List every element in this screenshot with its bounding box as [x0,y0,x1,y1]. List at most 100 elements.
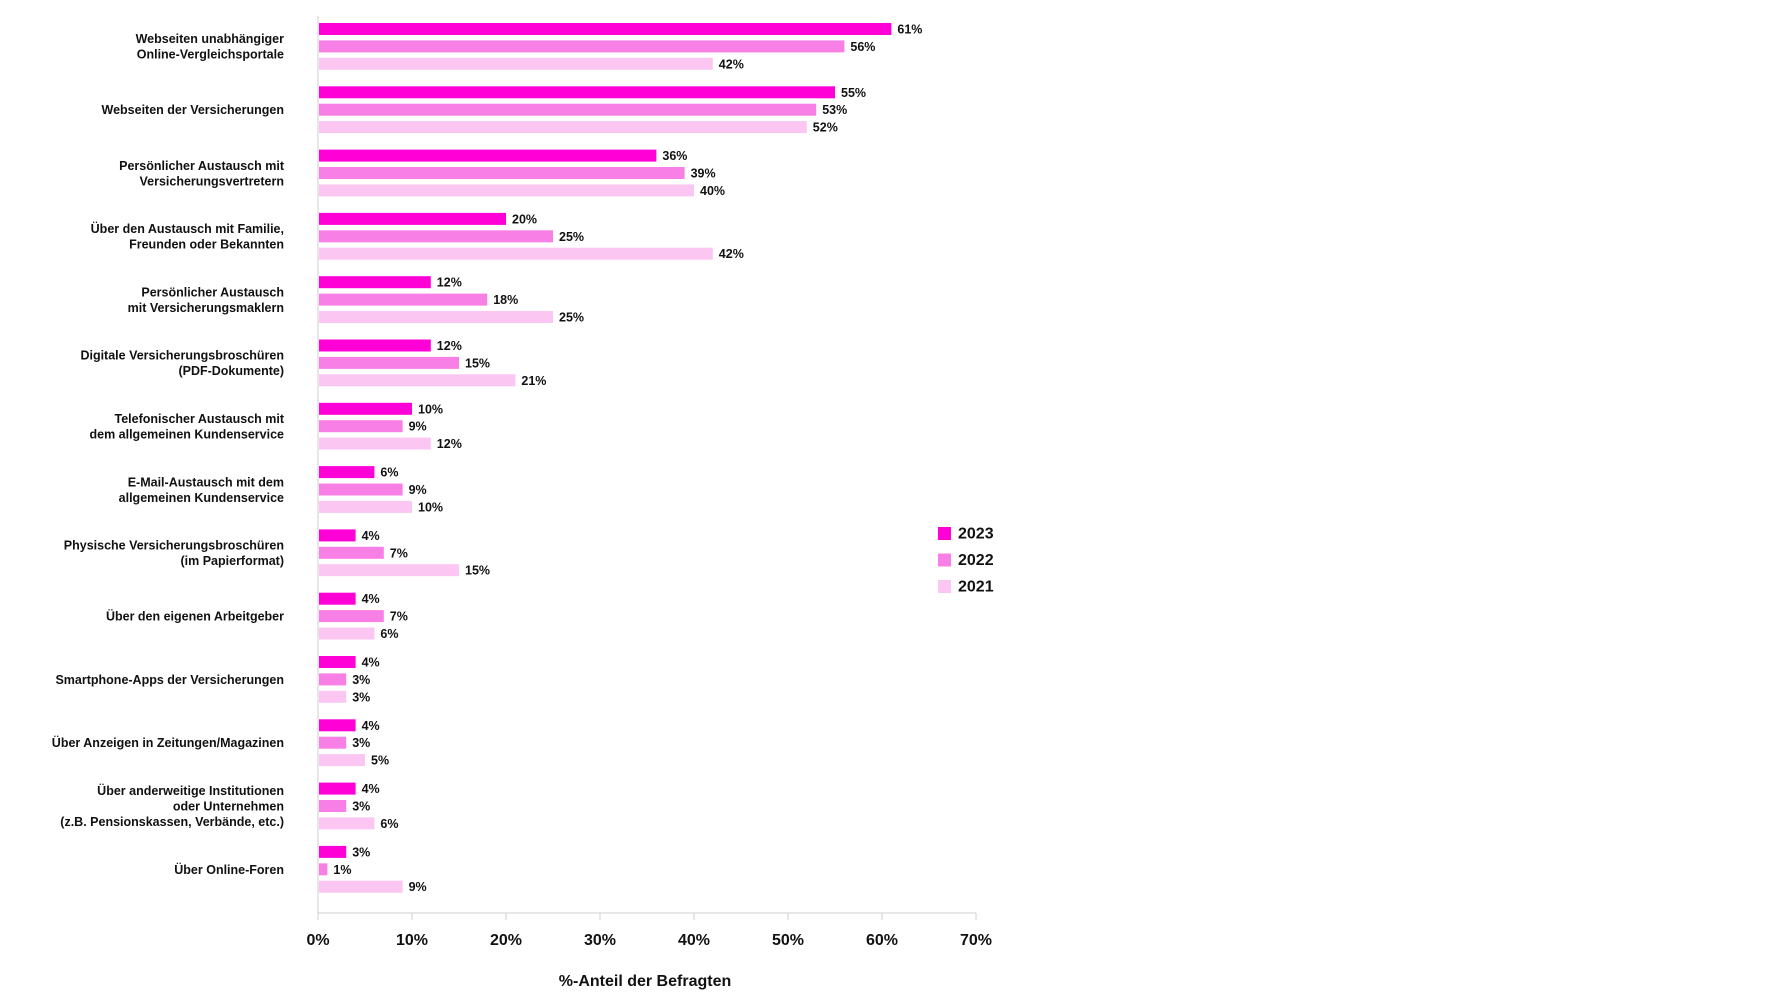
category-label: Persönlicher Austausch mit Versicherungsm… [128,285,284,315]
value-label: 42% [719,247,744,261]
x-tick-label: 0% [306,932,329,949]
value-label: 1% [333,863,351,877]
x-tick-label: 60% [866,932,898,949]
category-label: Smartphone-Apps der Versicherungen [55,673,284,687]
value-label: 25% [559,311,584,325]
x-tick-label: 10% [396,932,428,949]
value-label: 4% [362,782,380,796]
value-label: 12% [437,276,462,290]
bar-2022 [319,40,845,53]
value-label: 3% [352,845,370,859]
bar-2021 [319,437,431,450]
bar-2021 [319,57,713,70]
value-label: 36% [662,149,687,163]
bar-2022 [319,103,817,116]
value-label: 15% [465,564,490,578]
value-label: 12% [437,437,462,451]
value-label: 15% [465,356,490,370]
legend: 2023 2022 2021 [938,526,994,596]
value-label: 4% [362,719,380,733]
value-label: 6% [380,817,398,831]
value-label: 4% [362,529,380,543]
legend-label: 2021 [958,579,994,596]
bar-2022 [319,230,553,243]
bar-2021 [319,311,553,323]
bar-2022 [319,736,347,749]
value-label: 4% [362,592,380,606]
value-label: 55% [841,86,866,100]
bar-2022 [319,610,384,623]
legend-label: 2022 [958,552,994,569]
bar-2022 [319,356,459,369]
category-labels: Webseiten unabhängiger Online-Vergleichsp… [52,32,285,877]
category-label: Digitale Versicherungsbroschüren (PDF-Dok… [80,349,284,379]
category-label: Webseiten der Versicherungen [102,103,284,117]
value-label: 21% [521,374,546,388]
bar-2023 [319,149,657,162]
value-label: 9% [409,420,427,434]
bar-2023 [319,782,356,795]
value-label: 39% [691,167,716,181]
bar-2023 [319,86,835,99]
x-tick-label: 30% [584,932,616,949]
bar-2023 [319,276,431,289]
bar-2022 [319,167,685,179]
value-label: 40% [700,184,725,198]
category-label: Telefonischer Austausch mit dem allgemein… [89,412,284,442]
category-label: E-Mail-Austausch mit dem allgemeinen Kund… [119,475,284,505]
legend-swatch-2022 [938,553,951,567]
value-label: 5% [371,754,389,768]
value-label: 3% [352,673,370,687]
bar-2022 [319,800,347,812]
category-label: Über den eigenen Arbeitgeber [106,609,284,624]
value-label: 53% [822,103,847,117]
value-label: 18% [493,293,518,307]
value-label: 7% [390,610,408,624]
bars: 61%56%42%55%53%52%36%39%40%20%25%42%12%1… [319,23,922,894]
bar-2023 [319,339,431,352]
value-label: 61% [897,23,922,37]
bar-2022 [319,673,347,686]
category-label: Physische Versicherungsbroschüren (im Pap… [64,539,284,569]
category-label: Über anderweitige Institutionen oder Unte… [60,783,284,829]
bar-2023 [319,466,375,479]
bar-2023 [319,529,356,542]
x-tick-label: 40% [678,932,710,949]
value-label: 52% [813,121,838,135]
bar-2022 [319,863,328,876]
bar-2021 [319,690,347,703]
x-tick-labels: 0% 10% 20% 30% 40% 50% 60% 70% [306,932,992,949]
x-tick-label: 20% [490,932,522,949]
bar-2021 [319,754,365,767]
bar-2022 [319,483,403,496]
bar-2022 [319,546,384,559]
value-label: 20% [512,212,537,226]
value-label: 9% [409,880,427,894]
value-label: 6% [380,627,398,641]
bar-2021 [319,627,375,640]
x-tick-label: 50% [772,932,804,949]
bar-2023 [319,592,356,605]
value-label: 4% [362,656,380,670]
value-label: 10% [418,402,443,416]
value-label: 6% [380,466,398,480]
bar-2021 [319,121,807,134]
bar-2021 [319,184,694,197]
legend-swatch-2023 [938,527,951,540]
category-label: Über Anzeigen in Zeitungen/Magazinen [52,735,284,750]
bar-2021 [319,247,713,260]
value-label: 3% [352,800,370,814]
bar-2022 [319,293,488,306]
category-label: Über den Austausch mit Familie, Freunden … [91,221,284,252]
value-label: 10% [418,500,443,514]
legend-label: 2023 [958,526,994,543]
bar-2021 [319,817,375,830]
value-label: 7% [390,546,408,560]
value-label: 25% [559,230,584,244]
bar-2021 [319,564,459,577]
category-label: Webseiten unabhängiger Online-Vergleichsp… [136,32,285,62]
category-label: Über Online-Foren [174,862,284,877]
value-label: 3% [352,690,370,704]
